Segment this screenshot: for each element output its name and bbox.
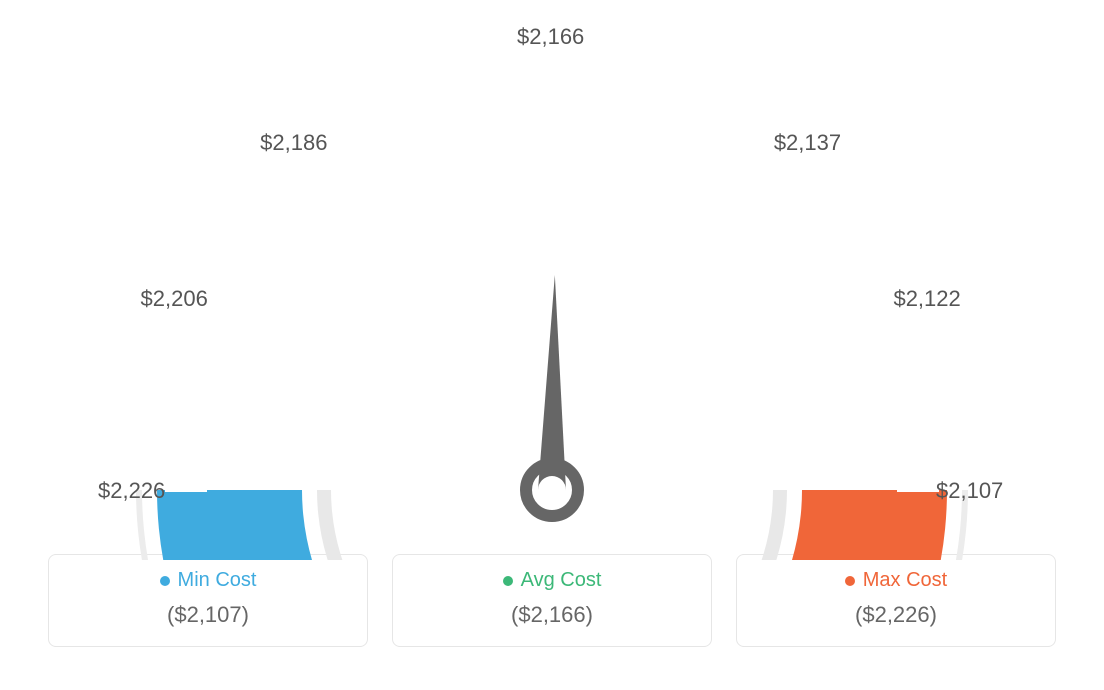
min-cost-card: Min Cost ($2,107)	[48, 554, 368, 647]
max-dot-icon	[845, 576, 855, 586]
gauge-scale-label: $2,226	[98, 478, 165, 504]
max-cost-label: Max Cost	[863, 569, 947, 592]
gauge-scale-label: $2,137	[774, 130, 841, 156]
avg-dot-icon	[503, 576, 513, 586]
avg-cost-title: Avg Cost	[503, 569, 602, 592]
min-dot-icon	[160, 576, 170, 586]
summary-cards: Min Cost ($2,107) Avg Cost ($2,166) Max …	[48, 554, 1056, 647]
gauge-scale-label: $2,166	[517, 24, 584, 50]
avg-cost-card: Avg Cost ($2,166)	[392, 554, 712, 647]
max-cost-title: Max Cost	[845, 569, 947, 592]
min-cost-label: Min Cost	[178, 569, 257, 592]
max-cost-value: ($2,226)	[753, 602, 1039, 628]
min-cost-title: Min Cost	[160, 569, 257, 592]
avg-cost-label: Avg Cost	[521, 569, 602, 592]
gauge-chart: $2,107 $2,122 $2,137 $2,166 $2,186 $2,206 $2,2…	[0, 0, 1104, 560]
gauge-svg	[0, 0, 1104, 560]
max-cost-card: Max Cost ($2,226)	[736, 554, 1056, 647]
gauge-scale-label: $2,107	[936, 478, 1003, 504]
min-cost-value: ($2,107)	[65, 602, 351, 628]
gauge-scale-label: $2,186	[260, 130, 327, 156]
avg-cost-value: ($2,166)	[409, 602, 695, 628]
gauge-scale-label: $2,122	[893, 286, 960, 312]
gauge-scale-label: $2,206	[141, 286, 208, 312]
